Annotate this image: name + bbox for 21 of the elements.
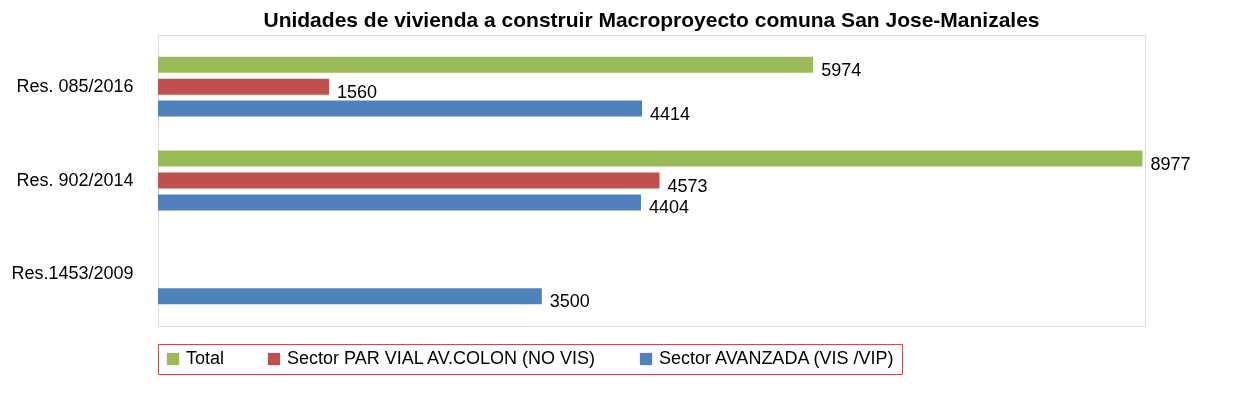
data-label: 1560 [337, 81, 378, 102]
y-tick-label: Res. 902/2014 [16, 169, 134, 190]
data-label: 4404 [648, 197, 690, 218]
bar [158, 172, 660, 189]
data-label: 5974 [821, 59, 862, 80]
data-label: 3500 [549, 291, 590, 312]
bar [158, 100, 643, 117]
y-tick-label: Res. 085/2016 [16, 75, 134, 96]
bar [158, 150, 1143, 167]
data-label: 4414 [650, 103, 691, 124]
data-label: 8977 [1150, 153, 1191, 174]
legend-label: Sector AVANZADA (VIS /VIP) [659, 348, 894, 368]
bar [158, 194, 641, 211]
bar [158, 56, 814, 73]
data-label: 4573 [667, 175, 708, 196]
bar [158, 288, 542, 305]
legend-label: Sector PAR VIAL AV.COLON (NO VIS) [287, 348, 596, 368]
chart-title: Unidades de vivienda a construir Macroproyecto comuna San Jose-Manizales [263, 8, 1040, 31]
bar [158, 78, 330, 95]
y-tick-label: Res.1453/2009 [11, 263, 134, 284]
legend-label: Total [186, 348, 225, 368]
